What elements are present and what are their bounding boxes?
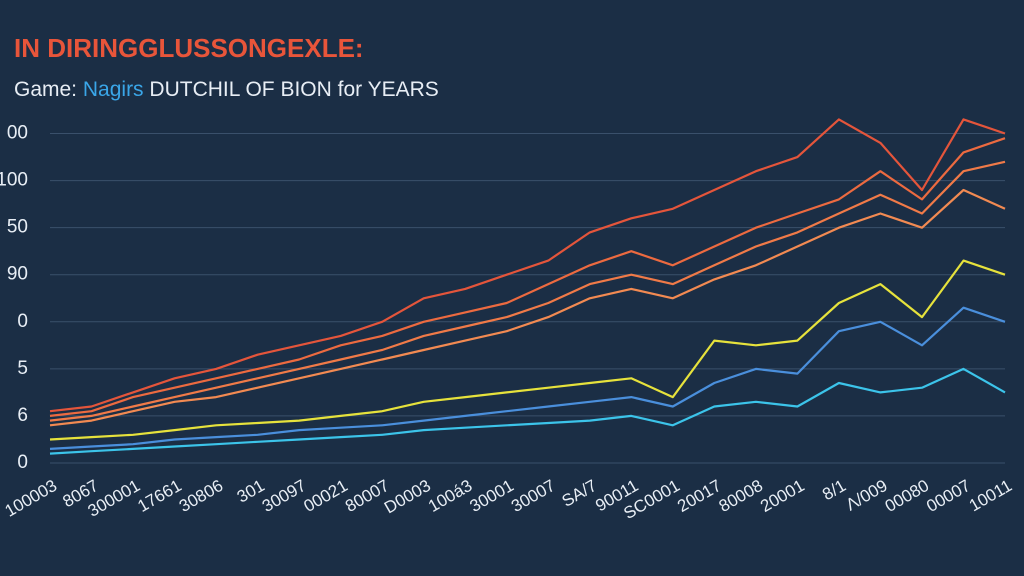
x-tick-label: 10011 (966, 476, 1015, 515)
subtitle-part: DUTCHIL OF BION for YEARS (149, 78, 438, 101)
x-tick-label: D0003 (381, 476, 434, 518)
x-tick-label: 17661 (134, 476, 184, 516)
x-tick-label: SA/7 (559, 476, 600, 511)
x-tick-label: 100003 (2, 476, 61, 521)
x-tick-label: 30806 (176, 476, 226, 516)
y-tick-label: 0 (17, 452, 28, 473)
series-line (49, 118, 1006, 413)
y-tick-label: 00 (7, 123, 28, 144)
subtitle-part: Nagirs (83, 78, 144, 101)
chart-title: IN DIRINGGLUSSONGEXLE: (14, 33, 364, 63)
x-tick-label: 100á3 (425, 476, 475, 516)
series-line (49, 137, 1006, 417)
x-tick-label: Λ/009 (843, 476, 891, 515)
y-tick-label: 6 (17, 405, 28, 426)
y-tick-label: 0 (17, 311, 28, 332)
x-tick-label: 20017 (674, 476, 724, 516)
x-tick-label: 00080 (882, 476, 932, 516)
x-tick-label: 80008 (716, 476, 766, 516)
x-tick-label: 30007 (508, 476, 558, 516)
y-tick-label: 5 (17, 358, 28, 379)
series-line (49, 367, 1006, 455)
subtitle-part: Game: (14, 78, 77, 101)
chart-subtitle: Game: Nagirs DUTCHIL OF BION for YEARS (14, 78, 439, 101)
y-tick-label: 50 (7, 217, 28, 238)
y-tick-label: 90 (7, 264, 28, 285)
series-line (49, 188, 1006, 427)
x-tick-label: 20001 (757, 476, 807, 516)
series-line (49, 160, 1006, 422)
x-tick-label: 30097 (259, 476, 309, 516)
x-tick-label: 30001 (467, 476, 517, 516)
series-line (49, 259, 1006, 441)
series-line (49, 306, 1006, 450)
y-tick-label: 100 (0, 170, 28, 191)
x-tick-label: 00021 (300, 476, 350, 516)
x-tick-label: 00007 (923, 476, 973, 516)
x-tick-label: 80007 (342, 476, 392, 516)
